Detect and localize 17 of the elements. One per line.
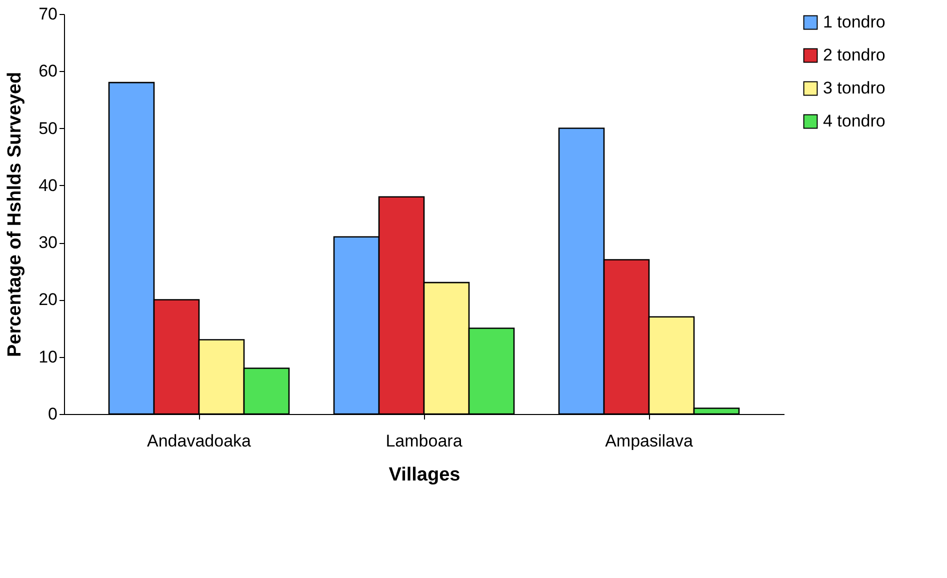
x-tick-label: Andavadoaka	[147, 432, 252, 450]
legend-label: 1 tondro	[823, 12, 886, 32]
y-tick-label: 10	[38, 347, 58, 366]
y-tick-label: 20	[38, 290, 58, 310]
x-tick-label: Lamboara	[386, 432, 463, 450]
y-axis-title: Percentage of Hshlds Surveyed	[4, 72, 26, 358]
y-tick-label: 0	[48, 404, 58, 424]
legend-label: 2 tondro	[823, 46, 886, 64]
legend-label: 3 tondro	[823, 78, 886, 98]
y-tick-label: 50	[38, 118, 58, 138]
legend-label: 4 tondro	[823, 112, 886, 130]
y-tick-label: 40	[38, 176, 58, 195]
y-tick-label: 70	[38, 4, 58, 24]
y-tick-label: 60	[38, 62, 58, 81]
x-tick-label: Ampasilava	[605, 432, 694, 450]
y-tick-label: 30	[38, 233, 58, 252]
x-axis-title: Villages	[388, 464, 460, 486]
